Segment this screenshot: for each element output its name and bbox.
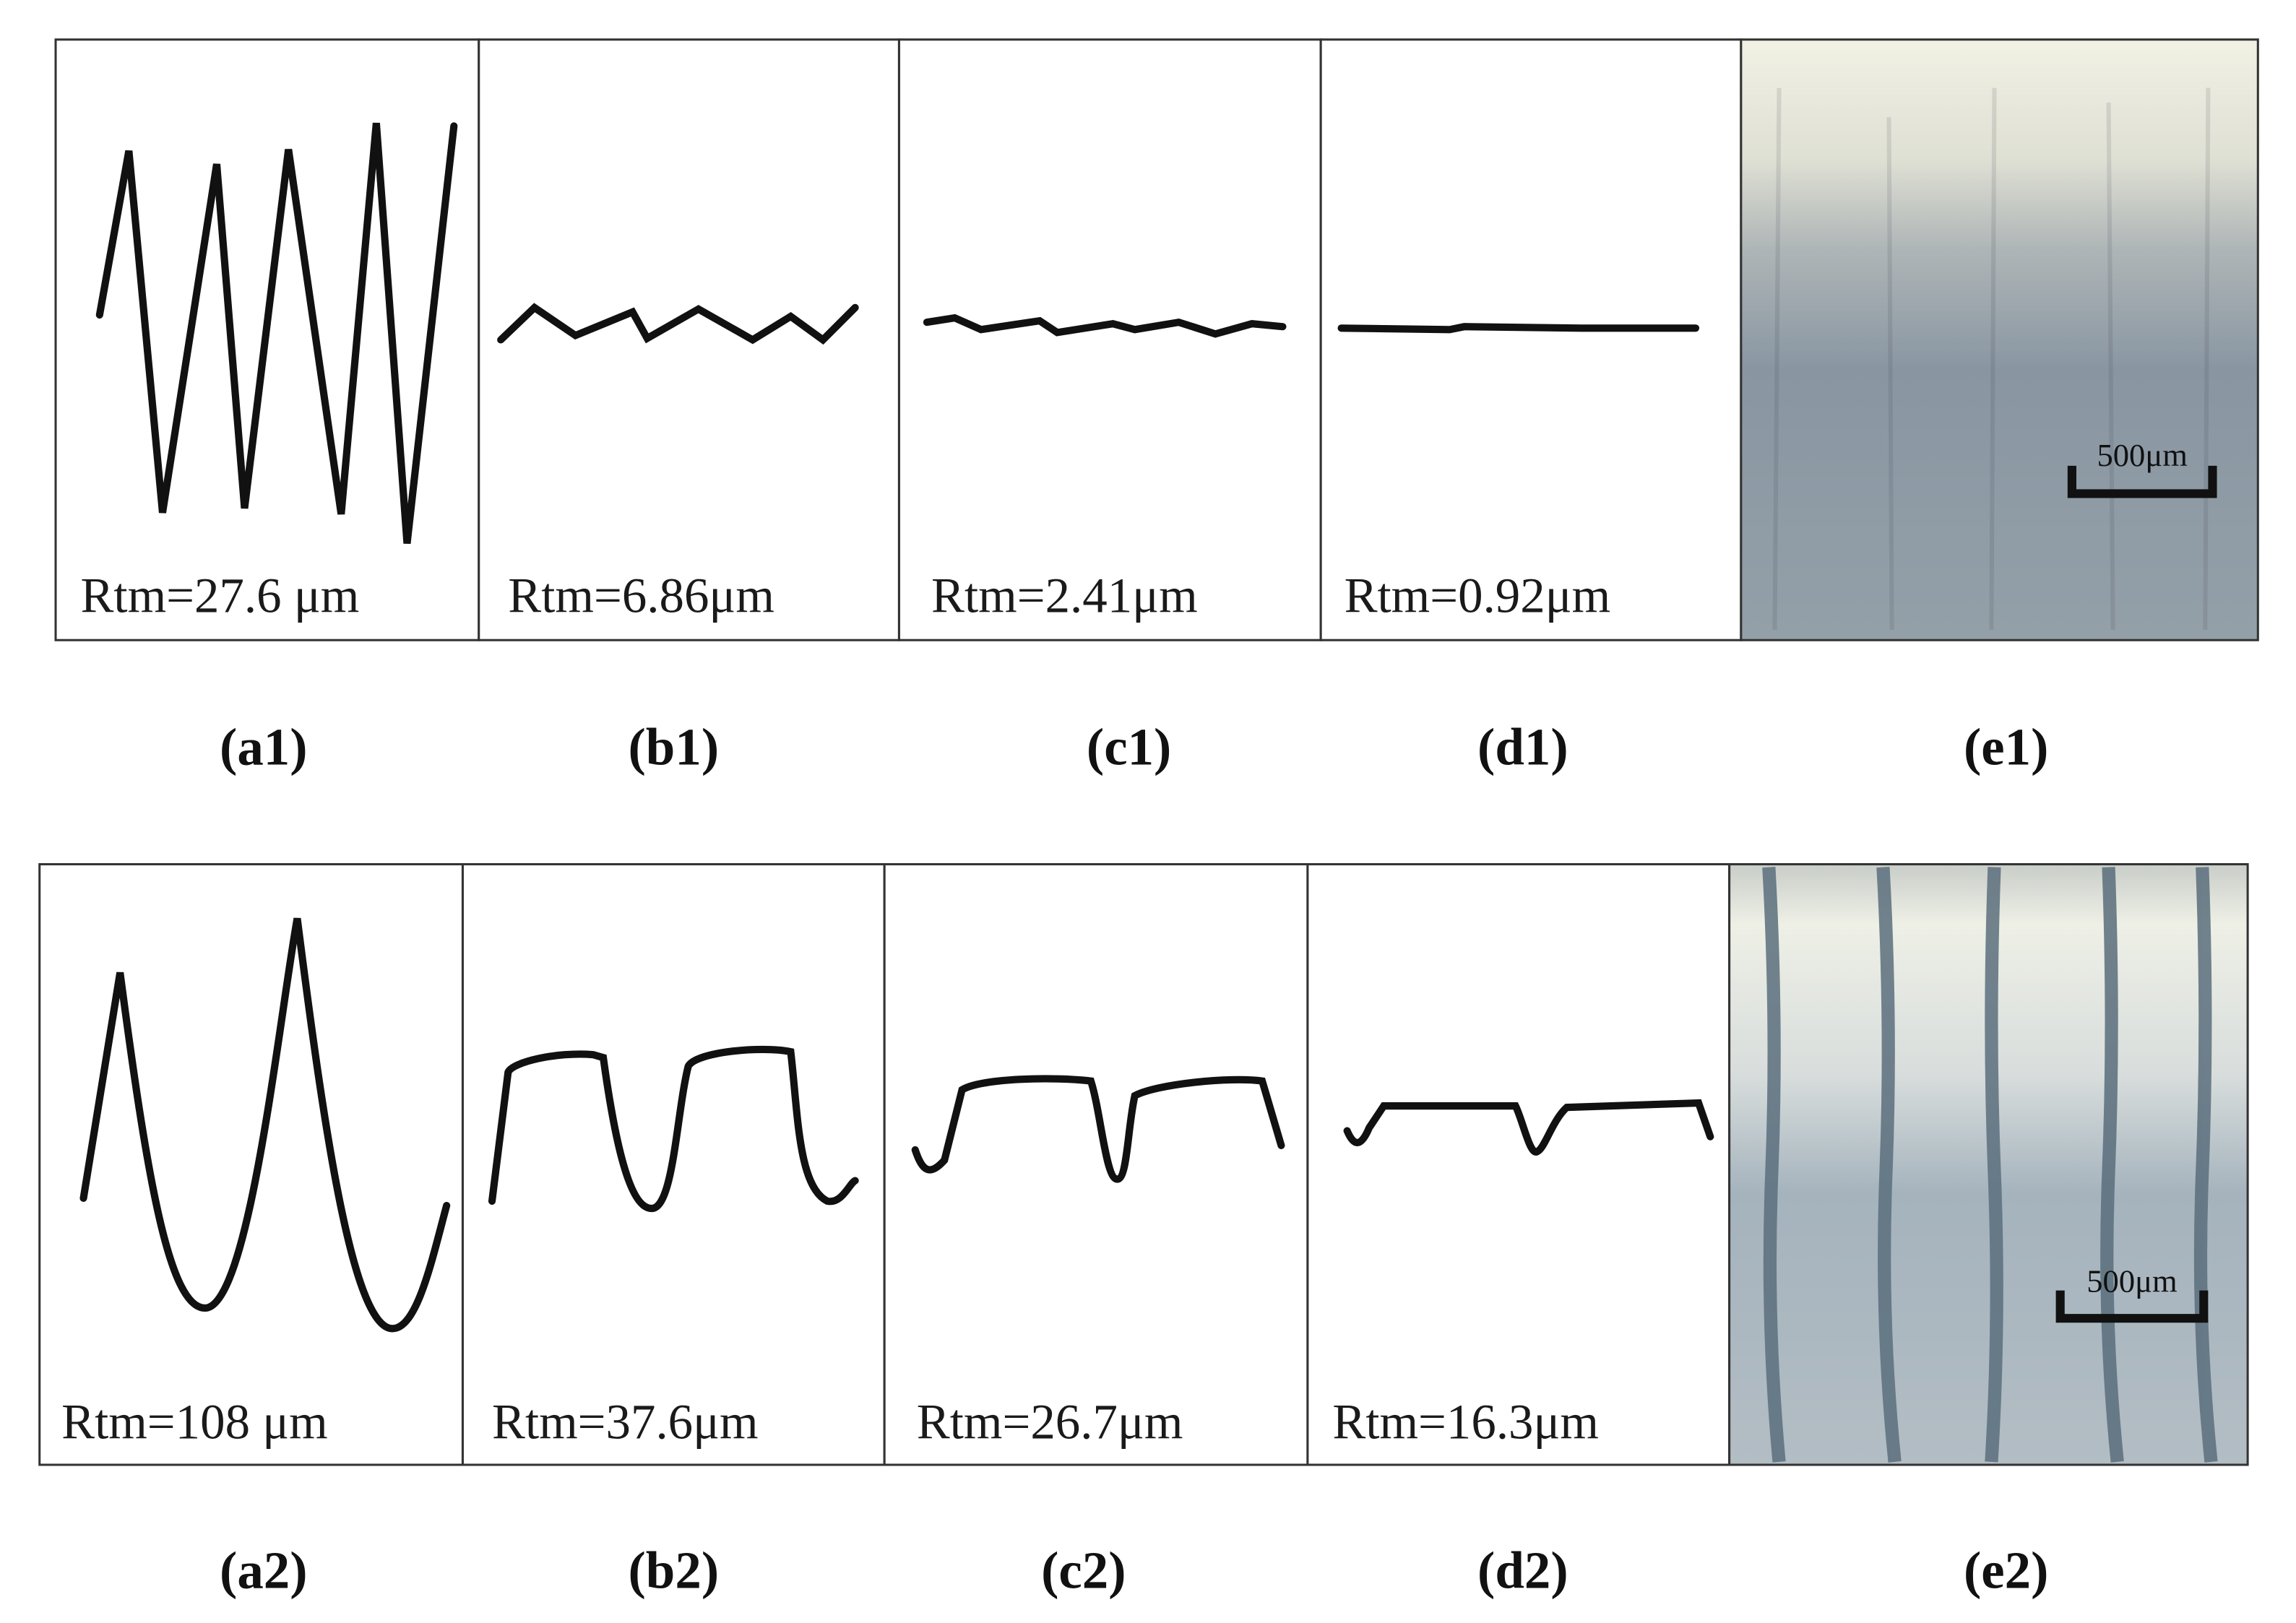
- panel-frame: [897, 38, 1322, 641]
- profile: [79, 917, 451, 1333]
- rtm-label: Rtm=37.6μm: [492, 1394, 759, 1449]
- panel-caption: (a2): [220, 1541, 308, 1599]
- profile: [1337, 323, 1700, 334]
- panel-caption: (b2): [629, 1541, 720, 1599]
- scale-bar-label: 500μm: [2086, 1263, 2177, 1299]
- profile: [497, 303, 859, 345]
- panel-caption: (b1): [629, 718, 720, 776]
- micrograph: [1740, 38, 2259, 641]
- rtm-label: Rtm=16.3μm: [1332, 1394, 1599, 1449]
- rtm-label: Rtm=26.7μm: [917, 1394, 1183, 1449]
- rtm-label: Rtm=108 μm: [61, 1394, 328, 1449]
- rtm-label: Rtm=27.6 μm: [80, 568, 359, 623]
- profile: [95, 122, 458, 544]
- panel-caption: (c1): [1087, 718, 1171, 776]
- scale-bar: [2067, 465, 2217, 498]
- profile: [923, 313, 1287, 338]
- panel-caption: (d1): [1477, 718, 1568, 776]
- profile: [488, 1045, 859, 1213]
- rtm-label: Rtm=6.86μm: [508, 568, 774, 623]
- scale-bar-label: 500μm: [2097, 437, 2187, 473]
- panel-frame: [1319, 38, 1743, 641]
- rtm-label: Rtm=2.41μm: [931, 568, 1198, 623]
- panel-caption: (e1): [1964, 718, 2048, 776]
- profile: [1343, 1099, 1714, 1156]
- panel-caption: (d2): [1477, 1541, 1568, 1599]
- groove-lines: [1762, 867, 2218, 1463]
- panel-frame: [883, 862, 1309, 1466]
- micrograph-texture: [1772, 87, 2211, 631]
- scale-bar: [2055, 1290, 2209, 1323]
- panel-caption: (a1): [220, 718, 308, 776]
- rtm-label: Rtm=0.92μm: [1345, 568, 1611, 623]
- panel-frame: [478, 38, 900, 641]
- panel-frame: [1306, 862, 1731, 1466]
- profile: [911, 1075, 1285, 1183]
- panel-caption: (c2): [1041, 1541, 1126, 1599]
- panel-caption: (e2): [1964, 1541, 2048, 1599]
- panel-frame: [38, 862, 464, 1466]
